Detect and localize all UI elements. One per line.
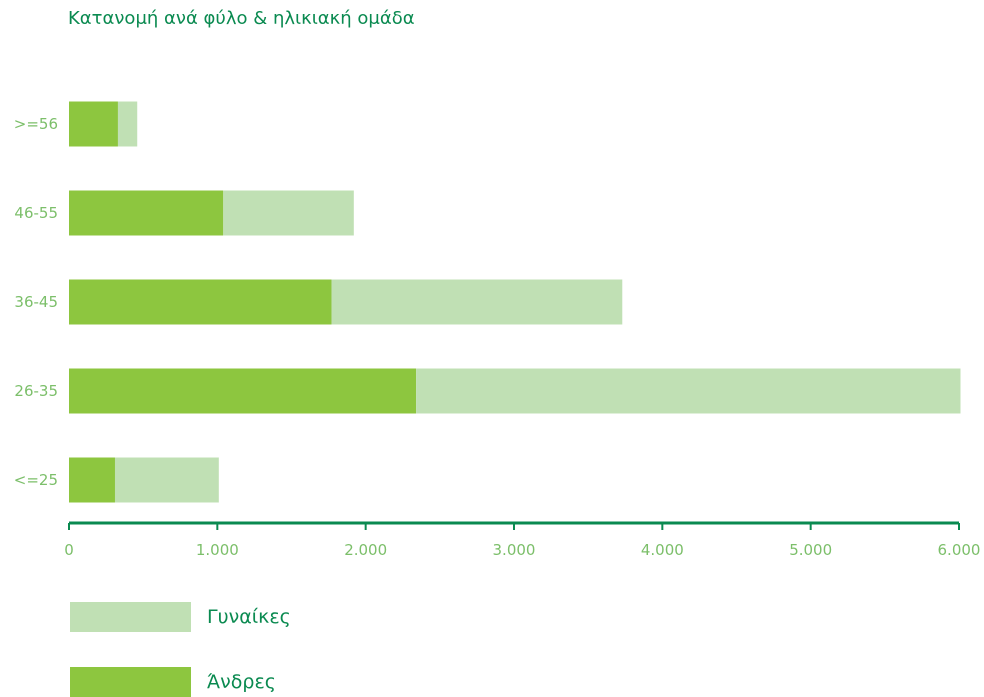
legend-swatch-men <box>70 667 191 697</box>
bar-women-26-35 <box>416 368 961 414</box>
legend-item-women: Γυναίκες <box>70 602 291 632</box>
x-tick-label-4: 4.000 <box>641 541 684 559</box>
category-label-36-45: 36-45 <box>14 293 58 311</box>
category-label-26-35: 26-35 <box>14 382 58 400</box>
bar-chart: >=56 46-55 36-45 26-35 <=25 0 1.000 2.000 3.000 4… <box>14 101 981 559</box>
x-tick-label-2: 2.000 <box>344 541 387 559</box>
bar-men--56 <box>69 101 118 147</box>
bar-women--25 <box>114 457 219 503</box>
legend-label-women: Γυναίκες <box>207 606 291 628</box>
x-tick-label-1: 1.000 <box>196 541 239 559</box>
legend-swatch-women <box>70 602 191 632</box>
legend-label-men: Άνδρες <box>207 671 276 693</box>
bar-men-36-45 <box>69 279 332 325</box>
x-tick-label-0: 0 <box>64 541 74 559</box>
category-label-46-55: 46-55 <box>14 204 58 222</box>
bar-men-26-35 <box>69 368 417 414</box>
bar-men--25 <box>69 457 115 503</box>
x-tick-label-6: 6.000 <box>938 541 981 559</box>
bar-women-36-45 <box>331 279 623 325</box>
category-label--56: >=56 <box>14 115 58 133</box>
category-label--25: <=25 <box>14 471 58 489</box>
x-tick-label-5: 5.000 <box>789 541 832 559</box>
bar-women-46-55 <box>223 190 354 236</box>
x-tick-label-3: 3.000 <box>493 541 536 559</box>
legend-item-men: Άνδρες <box>70 667 276 697</box>
bar-women--56 <box>117 101 138 147</box>
bar-men-46-55 <box>69 190 224 236</box>
chart-title: Κατανομή ανά φύλο & ηλικιακή ομάδα <box>68 8 415 29</box>
